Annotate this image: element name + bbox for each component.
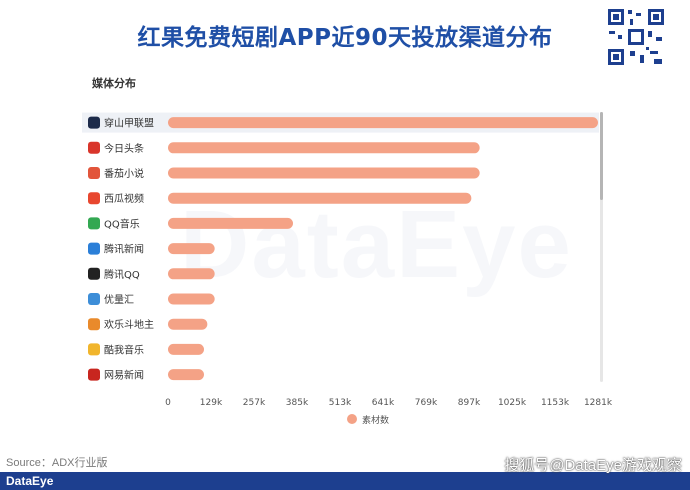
category-label: 优量汇: [104, 293, 134, 306]
category-label: 酷我音乐: [104, 343, 144, 356]
bar[interactable]: [168, 268, 215, 280]
watermark-text: 搜狐号@DataEye游戏观察: [504, 457, 682, 474]
x-tick-label: 641k: [372, 398, 395, 408]
penguin-icon: [88, 267, 100, 280]
x-tick-label: 1281k: [584, 398, 613, 408]
x-tick-label: 129k: [200, 398, 223, 408]
footer-bar: DataEye: [0, 472, 690, 490]
bar[interactable]: [168, 117, 598, 129]
cloud-icon: [88, 116, 100, 129]
scrollbar-thumb[interactable]: [600, 112, 603, 200]
bar[interactable]: [168, 243, 215, 255]
x-tick-label: 0: [165, 398, 171, 408]
toutiao-icon: [88, 141, 100, 154]
x-tick-label: 897k: [458, 398, 481, 408]
tomato-icon: [88, 167, 100, 179]
bar[interactable]: [168, 217, 293, 229]
doudizhu-icon: [88, 318, 100, 331]
x-tick-label: 513k: [329, 398, 352, 408]
bar[interactable]: [168, 369, 204, 381]
x-tick-label: 385k: [286, 398, 309, 408]
youlianghui-icon: [88, 293, 100, 305]
bar[interactable]: [168, 343, 204, 355]
news-icon: [88, 242, 100, 255]
bar[interactable]: [168, 142, 480, 154]
bar[interactable]: [168, 192, 472, 204]
music-icon: [88, 217, 100, 230]
x-tick-label: 1025k: [498, 398, 527, 408]
category-label: 欢乐斗地主: [104, 318, 154, 331]
legend-marker: [347, 414, 357, 424]
x-tick-label: 257k: [243, 398, 266, 408]
watermelon-icon: [88, 192, 100, 205]
bar[interactable]: [168, 318, 208, 330]
netease-news-icon: [88, 368, 100, 381]
category-label: 腾讯新闻: [104, 243, 144, 256]
category-label: 穿山甲联盟: [104, 117, 154, 130]
x-tick-label: 1153k: [541, 398, 570, 408]
background-watermark: DataEye: [180, 191, 573, 298]
legend-label: 素材数: [362, 414, 389, 426]
category-label: 番茄小说: [104, 167, 144, 180]
footer-logo: DataEye: [6, 474, 54, 488]
page-title: 红果免费短剧APP近90天投放渠道分布: [137, 25, 553, 51]
category-label: 西瓜视频: [104, 192, 144, 205]
bar[interactable]: [168, 167, 480, 179]
qr-code-icon: [606, 7, 666, 67]
category-label: 腾讯QQ: [104, 268, 140, 281]
category-label: 网易新闻: [104, 369, 144, 382]
category-label: 今日头条: [104, 142, 144, 155]
x-tick-label: 769k: [415, 398, 438, 408]
source-note: Source：ADX行业版: [6, 457, 108, 469]
section-title: 媒体分布: [92, 77, 136, 90]
category-label: QQ音乐: [104, 217, 140, 230]
bar[interactable]: [168, 293, 215, 305]
kuwo-icon: [88, 343, 100, 356]
